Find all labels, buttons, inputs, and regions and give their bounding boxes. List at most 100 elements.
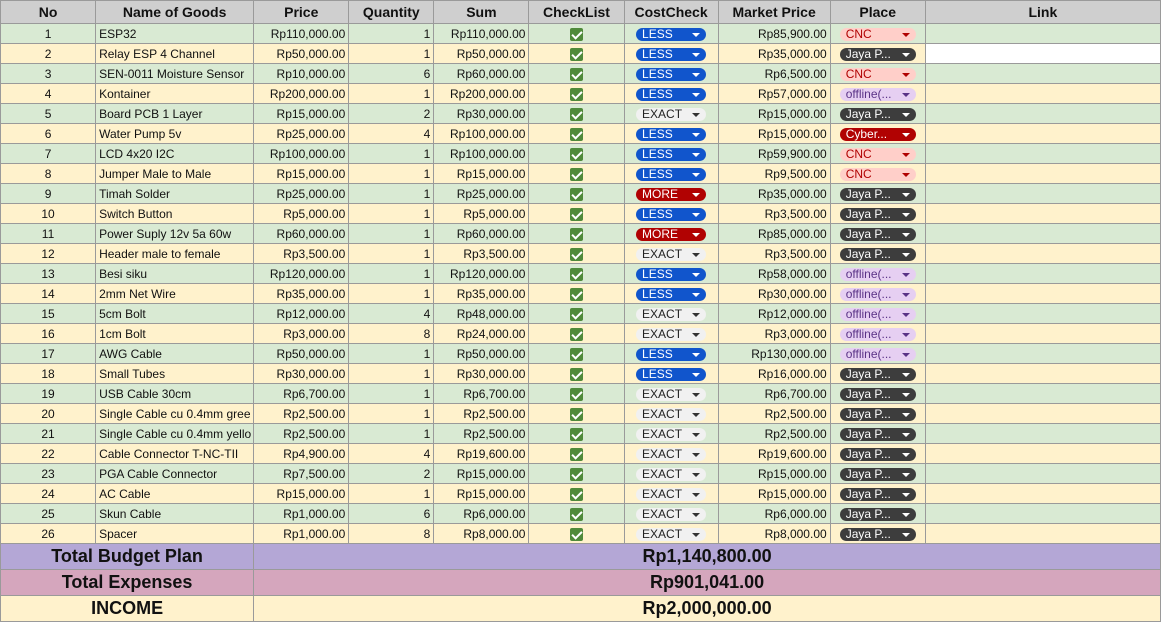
cell-name[interactable]: SEN-0011 Moisture Sensor	[95, 63, 255, 84]
costcheck-dropdown[interactable]: LESS	[636, 47, 707, 61]
cell-sum[interactable]: Rp2,500.00	[433, 403, 530, 424]
cell-name[interactable]: 2mm Net Wire	[95, 283, 255, 304]
cell-quantity[interactable]: 2	[348, 103, 435, 124]
cell-link[interactable]	[924, 183, 1162, 204]
header-checklist[interactable]: CheckList	[528, 0, 625, 24]
cell-price[interactable]: Rp4,900.00	[253, 443, 350, 464]
cell-name[interactable]: Spacer	[95, 523, 255, 544]
cell-price[interactable]: Rp120,000.00	[253, 263, 350, 284]
cell-no[interactable]: 13	[0, 263, 97, 284]
cell-price[interactable]: Rp110,000.00	[253, 23, 350, 44]
costcheck-dropdown[interactable]: EXACT	[636, 407, 707, 421]
cell-quantity[interactable]: 1	[348, 423, 435, 444]
checkbox-checked[interactable]	[569, 527, 583, 541]
cell-price[interactable]: Rp5,000.00	[253, 203, 350, 224]
cell-link[interactable]	[924, 483, 1162, 504]
cell-price[interactable]: Rp7,500.00	[253, 463, 350, 484]
cell-no[interactable]: 18	[0, 363, 97, 384]
cell-link[interactable]	[924, 103, 1162, 124]
costcheck-dropdown[interactable]: EXACT	[636, 487, 707, 501]
checkbox-checked[interactable]	[569, 47, 583, 61]
cell-quantity[interactable]: 1	[348, 23, 435, 44]
cell-name[interactable]: Skun Cable	[95, 503, 255, 524]
cell-market-price[interactable]: Rp85,900.00	[717, 23, 831, 44]
header-price[interactable]: Price	[253, 0, 350, 24]
cell-market-price[interactable]: Rp6,000.00	[717, 503, 831, 524]
checkbox-checked[interactable]	[569, 207, 583, 221]
cell-sum[interactable]: Rp24,000.00	[433, 323, 530, 344]
cell-quantity[interactable]: 1	[348, 243, 435, 264]
cell-market-price[interactable]: Rp130,000.00	[717, 343, 831, 364]
cell-sum[interactable]: Rp6,700.00	[433, 383, 530, 404]
cell-link[interactable]	[924, 323, 1162, 344]
cell-quantity[interactable]: 1	[348, 403, 435, 424]
costcheck-dropdown[interactable]: EXACT	[636, 507, 707, 521]
cell-name[interactable]: Switch Button	[95, 203, 255, 224]
costcheck-dropdown[interactable]: EXACT	[636, 327, 707, 341]
cell-link[interactable]	[924, 443, 1162, 464]
cell-no[interactable]: 3	[0, 63, 97, 84]
cell-sum[interactable]: Rp2,500.00	[433, 423, 530, 444]
cell-market-price[interactable]: Rp15,000.00	[717, 483, 831, 504]
cell-no[interactable]: 11	[0, 223, 97, 244]
cell-market-price[interactable]: Rp6,500.00	[717, 63, 831, 84]
cell-no[interactable]: 15	[0, 303, 97, 324]
checkbox-checked[interactable]	[569, 127, 583, 141]
cell-sum[interactable]: Rp3,500.00	[433, 243, 530, 264]
cell-no[interactable]: 23	[0, 463, 97, 484]
place-dropdown[interactable]: offline(...	[839, 287, 916, 301]
cell-quantity[interactable]: 4	[348, 303, 435, 324]
cell-name[interactable]: Single Cable cu 0.4mm yello	[95, 423, 255, 444]
cell-name[interactable]: Board PCB 1 Layer	[95, 103, 255, 124]
place-dropdown[interactable]: Jaya P...	[839, 107, 916, 121]
checkbox-checked[interactable]	[569, 487, 583, 501]
cell-no[interactable]: 6	[0, 123, 97, 144]
total-expenses-label[interactable]: Total Expenses	[0, 569, 255, 596]
checkbox-checked[interactable]	[569, 427, 583, 441]
costcheck-dropdown[interactable]: LESS	[636, 207, 707, 221]
cell-no[interactable]: 14	[0, 283, 97, 304]
cell-sum[interactable]: Rp50,000.00	[433, 43, 530, 64]
cell-name[interactable]: Jumper Male to Male	[95, 163, 255, 184]
place-dropdown[interactable]: CNC	[839, 27, 916, 41]
place-dropdown[interactable]: Cyber...	[839, 127, 916, 141]
header-quantity[interactable]: Quantity	[348, 0, 435, 24]
costcheck-dropdown[interactable]: EXACT	[636, 527, 707, 541]
cell-market-price[interactable]: Rp8,000.00	[717, 523, 831, 544]
place-dropdown[interactable]: Jaya P...	[839, 467, 916, 481]
header-market-price[interactable]: Market Price	[717, 0, 831, 24]
checkbox-checked[interactable]	[569, 347, 583, 361]
cell-no[interactable]: 19	[0, 383, 97, 404]
checkbox-checked[interactable]	[569, 447, 583, 461]
cell-price[interactable]: Rp25,000.00	[253, 183, 350, 204]
total-expenses-value[interactable]: Rp901,041.00	[253, 569, 1161, 596]
cell-link[interactable]	[924, 143, 1162, 164]
cell-price[interactable]: Rp2,500.00	[253, 423, 350, 444]
cell-name[interactable]: Kontainer	[95, 83, 255, 104]
cell-link[interactable]	[924, 63, 1162, 84]
cell-market-price[interactable]: Rp85,000.00	[717, 223, 831, 244]
costcheck-dropdown[interactable]: EXACT	[636, 387, 707, 401]
checkbox-checked[interactable]	[569, 87, 583, 101]
cell-link[interactable]	[924, 43, 1162, 64]
checkbox-checked[interactable]	[569, 287, 583, 301]
cell-market-price[interactable]: Rp3,500.00	[717, 243, 831, 264]
cell-name[interactable]: 5cm Bolt	[95, 303, 255, 324]
cell-price[interactable]: Rp30,000.00	[253, 363, 350, 384]
cell-link[interactable]	[924, 363, 1162, 384]
cell-quantity[interactable]: 1	[348, 83, 435, 104]
cell-market-price[interactable]: Rp15,000.00	[717, 463, 831, 484]
costcheck-dropdown[interactable]: EXACT	[636, 427, 707, 441]
cell-no[interactable]: 1	[0, 23, 97, 44]
cell-no[interactable]: 4	[0, 83, 97, 104]
place-dropdown[interactable]: Jaya P...	[839, 227, 916, 241]
cell-name[interactable]: Cable Connector T-NC-TII	[95, 443, 255, 464]
cell-no[interactable]: 2	[0, 43, 97, 64]
cell-no[interactable]: 9	[0, 183, 97, 204]
cell-price[interactable]: Rp15,000.00	[253, 163, 350, 184]
checkbox-checked[interactable]	[569, 507, 583, 521]
cell-sum[interactable]: Rp8,000.00	[433, 523, 530, 544]
cell-sum[interactable]: Rp30,000.00	[433, 103, 530, 124]
costcheck-dropdown[interactable]: LESS	[636, 67, 707, 81]
costcheck-dropdown[interactable]: LESS	[636, 147, 707, 161]
